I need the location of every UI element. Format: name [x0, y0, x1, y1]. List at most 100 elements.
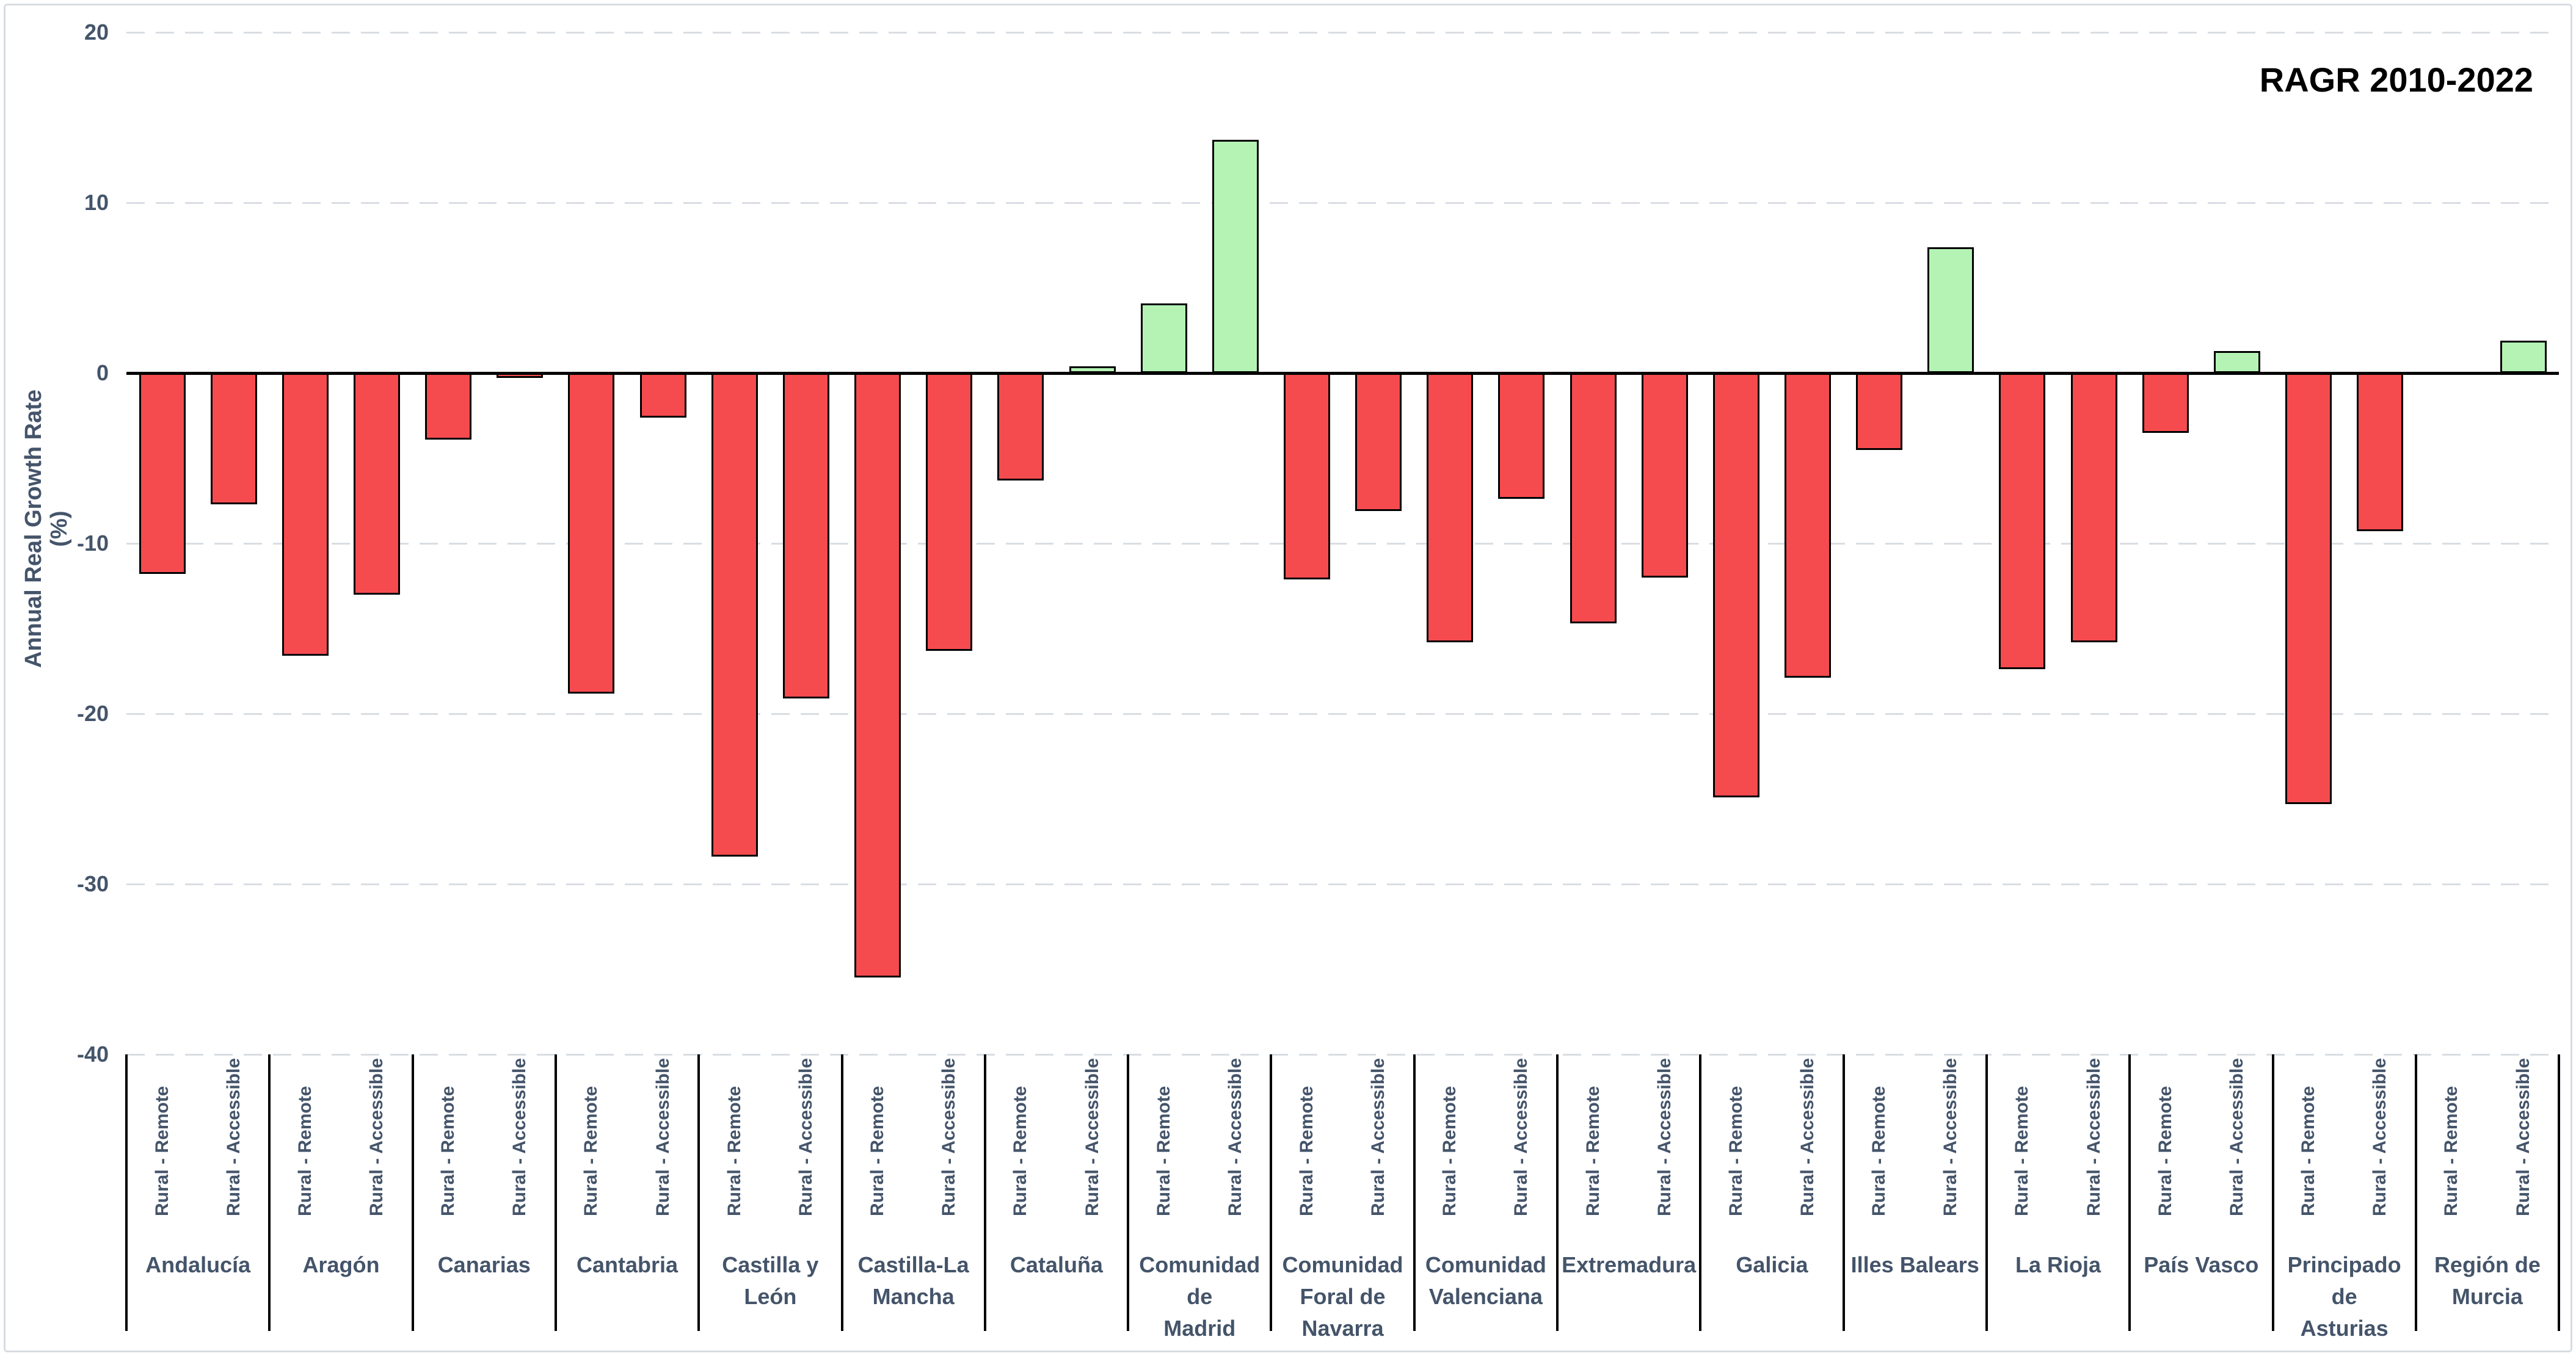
region-label-line: Murcia: [2451, 1284, 2523, 1309]
bar-galicia-remote: [1712, 373, 1759, 797]
region-label-line: Foral de: [1300, 1284, 1386, 1309]
category-separator: [1985, 1054, 1988, 1331]
y-tick-label: 20: [84, 20, 109, 45]
region-label-line: Cataluña: [1010, 1252, 1103, 1277]
bar-canarias-remote: [425, 373, 472, 440]
bar-regi-n-de-murcia-accessible: [2500, 340, 2547, 373]
category-separator: [2271, 1054, 2274, 1331]
region-label: La Rioja: [1987, 1249, 2130, 1281]
bar-galicia-accessible: [1785, 373, 1832, 678]
slot-label-remote: Rural - Remote: [2012, 1086, 2032, 1216]
bar-comunidad-foral-de-navarra-accessible: [1355, 373, 1402, 511]
region-label-line: Canarias: [437, 1252, 531, 1277]
bar-comunidad-valenciana-accessible: [1498, 373, 1545, 499]
bar-pa-s-vasco-remote: [2142, 373, 2189, 433]
slot-label-accessible: Rural - Accessible: [1511, 1058, 1532, 1216]
category-separator: [697, 1054, 700, 1331]
category-separator: [1270, 1054, 1273, 1331]
region-label-line: Región de: [2434, 1252, 2541, 1277]
slot-label-remote: Rural - Remote: [1296, 1086, 1317, 1216]
y-tick-label: -30: [76, 871, 109, 896]
gridline-20: [126, 32, 2560, 34]
region-label: Castilla-La Mancha: [842, 1249, 985, 1313]
region-label-line: Aragón: [302, 1252, 380, 1277]
category-separator: [2558, 1054, 2561, 1331]
y-tick-label: -40: [76, 1042, 109, 1067]
region-label: Andalucía: [126, 1249, 269, 1281]
region-label-line: Andalucía: [145, 1252, 251, 1277]
category-separator: [2414, 1054, 2417, 1331]
bar-extremadura-accessible: [1641, 373, 1688, 578]
region-label-line: Cantabria: [577, 1252, 679, 1277]
bar-principado-de-asturias-accessible: [2357, 373, 2404, 532]
category-separator: [125, 1054, 128, 1331]
slot-label-remote: Rural - Remote: [724, 1086, 744, 1216]
region-label-line: Comunidad de: [1139, 1252, 1261, 1309]
category-separator: [268, 1054, 271, 1331]
bar-castilla-y-le-n-remote: [711, 373, 758, 857]
x-axis-zero-line: [126, 372, 2560, 375]
region-label: Cantabria: [556, 1249, 699, 1281]
slot-label-accessible: Rural - Accessible: [2370, 1058, 2390, 1216]
bar-andaluc-a-accessible: [210, 373, 257, 504]
slot-label-accessible: Rural - Accessible: [1224, 1058, 1245, 1216]
category-separator: [1556, 1054, 1559, 1331]
region-label: Principado de Asturias: [2273, 1249, 2416, 1344]
region-label-line: Castilla-La: [857, 1252, 969, 1277]
bar-la-rioja-accessible: [2070, 373, 2117, 642]
region-label-line: Principado de: [2287, 1252, 2401, 1309]
y-axis-title: Annual Real Growth Rate (%): [21, 389, 72, 669]
region-label: Comunidad de Madrid: [1128, 1249, 1271, 1344]
bar-catalu-a-remote: [997, 373, 1044, 480]
bar-andaluc-a-remote: [139, 373, 186, 575]
bar-catalu-a-accessible: [1069, 366, 1116, 373]
bar-canarias-accessible: [497, 373, 544, 379]
region-label-line: Illes Balears: [1850, 1252, 1979, 1277]
slot-label-remote: Rural - Remote: [867, 1086, 888, 1216]
slot-label-accessible: Rural - Accessible: [1654, 1058, 1675, 1216]
slot-label-accessible: Rural - Accessible: [1368, 1058, 1389, 1216]
region-label: País Vasco: [2130, 1249, 2272, 1281]
slot-label-remote: Rural - Remote: [438, 1086, 459, 1216]
slot-label-remote: Rural - Remote: [1869, 1086, 1890, 1216]
slot-label-remote: Rural - Remote: [581, 1086, 602, 1216]
category-separator: [2128, 1054, 2131, 1331]
region-label: Canarias: [413, 1249, 556, 1281]
region-label-line: Madrid: [1163, 1316, 1236, 1341]
chart-title: RAGR 2010-2022: [2259, 60, 2533, 99]
slot-label-accessible: Rural - Accessible: [2512, 1058, 2533, 1216]
slot-label-remote: Rural - Remote: [2155, 1086, 2175, 1216]
region-label: Aragón: [269, 1249, 412, 1281]
y-tick-label: 0: [96, 360, 109, 385]
slot-label-accessible: Rural - Accessible: [1797, 1058, 1818, 1216]
slot-label-accessible: Rural - Accessible: [795, 1058, 816, 1216]
bar-extremadura-remote: [1570, 373, 1617, 624]
bar-principado-de-asturias-remote: [2285, 373, 2332, 804]
slot-label-accessible: Rural - Accessible: [1082, 1058, 1102, 1216]
region-label-line: País Vasco: [2144, 1252, 2259, 1277]
slot-label-accessible: Rural - Accessible: [2226, 1058, 2247, 1216]
region-label: Extremadura: [1557, 1249, 1700, 1281]
category-separator: [411, 1054, 414, 1331]
slot-label-remote: Rural - Remote: [1725, 1086, 1746, 1216]
region-label-line: Castilla y León: [722, 1252, 819, 1309]
slot-label-remote: Rural - Remote: [1582, 1086, 1603, 1216]
region-label: Comunidad Valenciana: [1414, 1249, 1557, 1313]
gridline--10: [126, 543, 2560, 545]
region-label: Castilla y León: [699, 1249, 842, 1313]
chart-frame-border: [4, 4, 2572, 1352]
slot-label-remote: Rural - Remote: [1153, 1086, 1174, 1216]
bar-comunidad-de-madrid-remote: [1140, 303, 1187, 373]
region-label-line: Valenciana: [1428, 1284, 1543, 1309]
slot-label-accessible: Rural - Accessible: [939, 1058, 959, 1216]
category-separator: [1842, 1054, 1845, 1331]
category-separator: [840, 1054, 843, 1331]
bar-cantabria-remote: [568, 373, 615, 694]
gridline--40: [126, 1054, 2560, 1056]
slot-label-remote: Rural - Remote: [2298, 1086, 2319, 1216]
slot-label-accessible: Rural - Accessible: [2083, 1058, 2104, 1216]
bar-castilla-la-mancha-accessible: [926, 373, 973, 651]
category-separator: [554, 1054, 557, 1331]
bar-illes-balears-remote: [1856, 373, 1903, 450]
